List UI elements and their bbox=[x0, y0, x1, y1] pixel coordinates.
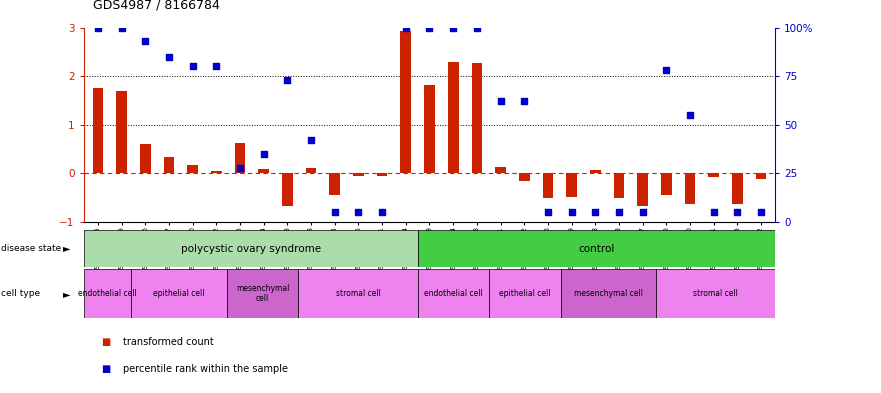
Point bbox=[754, 209, 768, 215]
Point bbox=[328, 209, 342, 215]
Bar bbox=[306, 167, 316, 173]
Text: ►: ► bbox=[63, 244, 71, 253]
Bar bbox=[226, 269, 299, 318]
Bar bbox=[140, 144, 151, 173]
Text: control: control bbox=[578, 244, 615, 253]
Bar bbox=[637, 173, 648, 206]
Text: GDS4987 / 8166784: GDS4987 / 8166784 bbox=[93, 0, 219, 12]
Bar bbox=[418, 269, 489, 318]
Bar bbox=[560, 269, 656, 318]
Text: disease state: disease state bbox=[1, 244, 61, 253]
Bar bbox=[756, 173, 766, 179]
Point bbox=[565, 209, 579, 215]
Bar bbox=[519, 173, 529, 181]
Point bbox=[280, 77, 294, 83]
Bar bbox=[471, 62, 482, 173]
Bar bbox=[614, 173, 625, 198]
Text: percentile rank within the sample: percentile rank within the sample bbox=[123, 364, 288, 375]
Bar bbox=[211, 171, 222, 173]
Point bbox=[730, 209, 744, 215]
Point bbox=[683, 112, 697, 118]
Bar bbox=[661, 173, 671, 195]
Point bbox=[186, 63, 200, 70]
Point bbox=[138, 38, 152, 44]
Bar bbox=[656, 269, 775, 318]
Bar bbox=[543, 173, 553, 198]
Point bbox=[233, 164, 247, 171]
Point bbox=[162, 53, 176, 60]
Point bbox=[91, 24, 105, 31]
Point bbox=[256, 151, 270, 157]
Text: stromal cell: stromal cell bbox=[693, 289, 738, 298]
Bar bbox=[282, 173, 292, 206]
Bar bbox=[84, 230, 418, 267]
Bar bbox=[188, 165, 198, 173]
Point bbox=[304, 137, 318, 143]
Point bbox=[446, 24, 460, 31]
Point bbox=[210, 63, 224, 70]
Point bbox=[422, 24, 436, 31]
Point bbox=[375, 209, 389, 215]
Text: cell type: cell type bbox=[1, 289, 40, 298]
Bar bbox=[258, 169, 269, 173]
Text: ■: ■ bbox=[101, 337, 110, 347]
Bar bbox=[299, 269, 418, 318]
Bar bbox=[732, 173, 743, 204]
Text: endothelial cell: endothelial cell bbox=[424, 289, 483, 298]
Point bbox=[493, 98, 507, 105]
Point bbox=[589, 209, 603, 215]
Bar bbox=[418, 230, 775, 267]
Point bbox=[635, 209, 649, 215]
Text: ■: ■ bbox=[101, 364, 110, 375]
Bar bbox=[116, 91, 127, 173]
Point bbox=[659, 67, 673, 73]
Bar bbox=[590, 169, 601, 173]
Bar bbox=[377, 173, 388, 176]
Text: stromal cell: stromal cell bbox=[336, 289, 381, 298]
Bar bbox=[566, 173, 577, 197]
Text: transformed count: transformed count bbox=[123, 337, 214, 347]
Text: endothelial cell: endothelial cell bbox=[78, 289, 137, 298]
Bar bbox=[329, 173, 340, 195]
Bar bbox=[708, 173, 719, 177]
Bar bbox=[489, 269, 560, 318]
Point bbox=[541, 209, 555, 215]
Text: epithelial cell: epithelial cell bbox=[500, 289, 551, 298]
Bar bbox=[401, 31, 411, 173]
Text: mesenchymal
cell: mesenchymal cell bbox=[236, 284, 289, 303]
Point bbox=[399, 24, 413, 31]
Point bbox=[115, 24, 129, 31]
Text: epithelial cell: epithelial cell bbox=[153, 289, 205, 298]
Bar bbox=[424, 85, 435, 173]
Point bbox=[707, 209, 721, 215]
Point bbox=[352, 209, 366, 215]
Bar bbox=[448, 62, 458, 173]
Bar bbox=[131, 269, 226, 318]
Point bbox=[470, 24, 484, 31]
Bar bbox=[495, 167, 506, 173]
Text: mesenchymal cell: mesenchymal cell bbox=[574, 289, 643, 298]
Bar bbox=[84, 269, 131, 318]
Bar bbox=[234, 143, 245, 173]
Bar bbox=[93, 88, 103, 173]
Bar bbox=[353, 173, 364, 176]
Bar bbox=[685, 173, 695, 204]
Bar bbox=[164, 157, 174, 173]
Text: polycystic ovary syndrome: polycystic ovary syndrome bbox=[181, 244, 321, 253]
Point bbox=[612, 209, 626, 215]
Text: ►: ► bbox=[63, 289, 71, 299]
Point bbox=[517, 98, 531, 105]
